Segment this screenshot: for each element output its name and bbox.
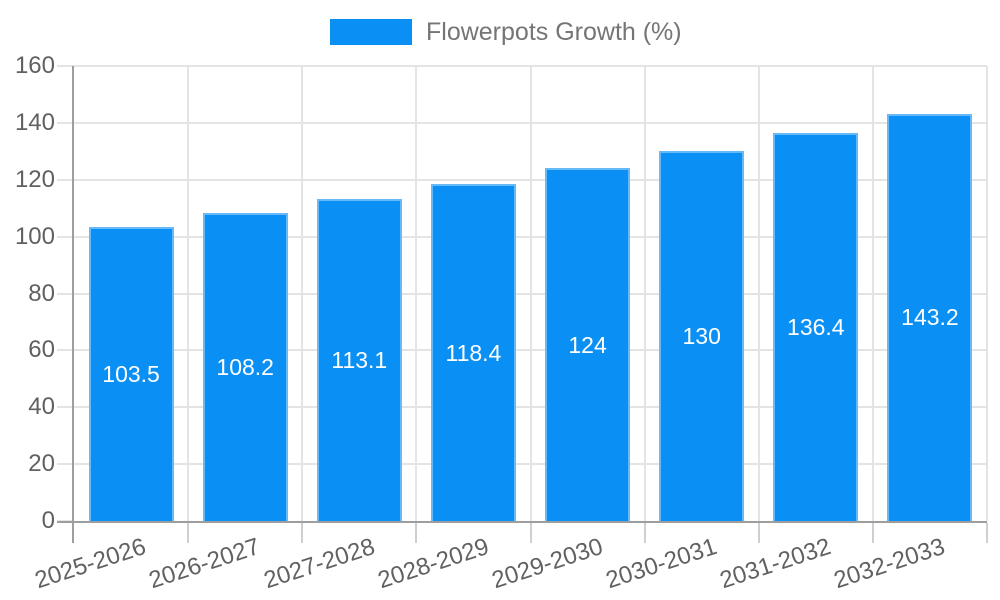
x-axis-tick <box>529 523 532 543</box>
bar-value-label: 108.2 <box>216 354 274 381</box>
bar-value-label: 124 <box>568 331 607 358</box>
y-axis-tick-label: 60 <box>28 336 55 364</box>
x-axis-tick <box>871 523 874 543</box>
x-axis-tick <box>301 523 304 543</box>
x-axis-tick-label: 2027-2028 <box>260 533 378 595</box>
x-axis-tick-label: 2030-2031 <box>602 533 721 595</box>
bar-value-label: 113.1 <box>331 347 388 374</box>
x-axis-tick <box>187 523 190 543</box>
y-axis-tick-label: 0 <box>41 507 55 534</box>
bar-value-label: 103.5 <box>102 360 160 387</box>
bar-value-label: 118.4 <box>445 339 502 366</box>
y-axis-tick-label: 100 <box>14 222 55 250</box>
y-axis-line <box>72 66 74 543</box>
y-axis-tick-label: 140 <box>14 108 55 136</box>
x-axis-tick <box>757 523 760 543</box>
x-axis-tick <box>415 523 418 543</box>
x-gridline <box>529 66 532 521</box>
y-axis-tick <box>57 292 74 295</box>
x-gridline <box>871 66 874 521</box>
bar <box>316 199 402 521</box>
x-gridline <box>643 66 646 521</box>
y-axis-tick-label: 160 <box>14 52 55 79</box>
bar-value-label: 136.4 <box>787 314 845 341</box>
y-axis-tick <box>57 463 74 466</box>
x-axis-tick-label: 2026-2027 <box>146 533 264 595</box>
bar-value-label: 130 <box>682 323 721 350</box>
x-axis-tick-label: 2032-2033 <box>830 533 949 595</box>
x-axis-tick-label: 2031-2032 <box>716 533 835 595</box>
chart-legend: Flowerpots Growth (%) <box>330 17 682 47</box>
bar <box>88 226 174 521</box>
x-gridline <box>757 66 760 521</box>
y-axis-tick <box>57 406 74 409</box>
bar-value-label: 143.2 <box>901 304 959 331</box>
bar <box>202 213 288 521</box>
y-axis-tick-label: 20 <box>28 450 55 478</box>
legend-label: Flowerpots Growth (%) <box>426 18 682 46</box>
x-axis-tick-label: 2025-2026 <box>31 533 150 595</box>
bar <box>887 113 973 521</box>
bar <box>773 133 859 521</box>
x-axis-line <box>57 521 987 523</box>
x-axis-tick-label: 2029-2030 <box>488 533 606 595</box>
x-axis-tick-label: 2028-2029 <box>374 533 492 595</box>
bar <box>545 168 631 521</box>
y-axis-tick <box>57 65 74 67</box>
y-axis-tick <box>57 235 74 238</box>
x-gridline <box>415 66 418 521</box>
y-axis-tick-label: 120 <box>14 165 55 193</box>
y-axis-tick-label: 40 <box>28 393 55 421</box>
y-axis-tick <box>57 121 74 124</box>
x-axis-tick <box>986 523 988 543</box>
legend-swatch <box>330 19 412 45</box>
x-axis-tick <box>643 523 646 543</box>
y-axis-tick-label: 80 <box>28 279 55 307</box>
x-gridline <box>986 66 988 521</box>
bar <box>659 151 745 521</box>
x-gridline <box>187 66 190 521</box>
bar <box>430 184 516 521</box>
y-axis-tick <box>57 349 74 352</box>
x-gridline <box>301 66 304 521</box>
y-axis-tick <box>57 178 74 181</box>
